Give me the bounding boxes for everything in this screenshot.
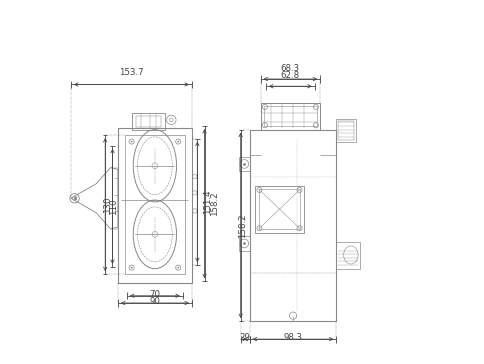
Bar [239,236,249,251]
Text: 68.3: 68.3 [280,64,299,72]
Bar [118,128,192,283]
Text: 158.2: 158.2 [238,213,247,238]
Bar [336,242,359,269]
Bar [249,130,336,321]
Text: 130: 130 [103,196,111,213]
Bar [255,186,303,233]
Bar [264,106,316,126]
Text: 90: 90 [149,297,160,305]
Bar [132,113,165,130]
Bar [239,157,249,171]
Text: 110: 110 [108,198,118,215]
Bar [260,103,319,130]
Bar [136,116,161,127]
Text: 153.7: 153.7 [119,68,143,77]
Bar [125,135,184,274]
Bar [337,120,354,141]
Circle shape [131,141,132,142]
Text: 158.2: 158.2 [210,191,219,216]
Text: 62.8: 62.8 [280,71,299,80]
Bar [258,189,300,229]
Bar [336,119,356,142]
Text: 70: 70 [149,290,160,299]
Circle shape [177,267,179,269]
Circle shape [177,141,179,142]
Circle shape [131,267,132,269]
Text: 29: 29 [239,333,250,342]
Text: 151.4: 151.4 [202,190,212,214]
Text: 98.3: 98.3 [283,333,302,342]
